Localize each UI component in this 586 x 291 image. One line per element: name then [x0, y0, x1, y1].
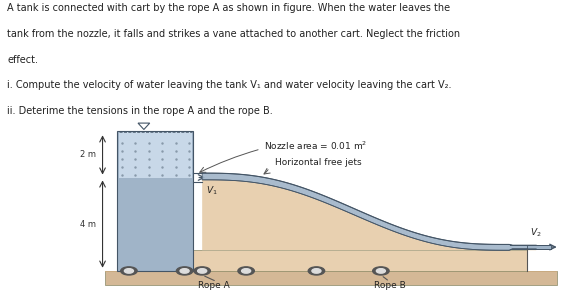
Circle shape — [194, 267, 210, 275]
Text: 4 m: 4 m — [80, 220, 96, 228]
Circle shape — [197, 269, 207, 273]
Text: ii. Deterime the tensions in the rope A and the rope B.: ii. Deterime the tensions in the rope A … — [7, 106, 272, 116]
Circle shape — [308, 267, 325, 275]
Text: i. Compute the velocity of water leaving the tank V₁ and water velocity leaving : i. Compute the velocity of water leaving… — [7, 80, 452, 90]
Text: $V_2$: $V_2$ — [530, 226, 542, 239]
Bar — [527, 245, 551, 249]
Polygon shape — [202, 180, 536, 250]
Circle shape — [124, 269, 134, 273]
Circle shape — [373, 267, 389, 275]
Text: Horizontal free jets: Horizontal free jets — [275, 159, 362, 167]
Circle shape — [180, 269, 189, 273]
Text: 2 m: 2 m — [80, 150, 96, 159]
Text: effect.: effect. — [7, 55, 38, 65]
Circle shape — [376, 269, 386, 273]
Bar — [105, 271, 557, 272]
Bar — [119, 132, 192, 178]
Bar — [105, 271, 557, 285]
Circle shape — [312, 269, 321, 273]
Text: $V_1$: $V_1$ — [206, 185, 218, 197]
Circle shape — [176, 267, 193, 275]
Text: Rope A: Rope A — [198, 281, 230, 290]
Bar — [117, 131, 193, 271]
Circle shape — [121, 267, 137, 275]
Text: Nozzle area = 0.01 m$^2$: Nozzle area = 0.01 m$^2$ — [264, 139, 367, 152]
Polygon shape — [202, 173, 536, 250]
Text: tank from the nozzle, it falls and strikes a vane attached to another cart. Negl: tank from the nozzle, it falls and strik… — [7, 29, 460, 39]
Bar — [193, 250, 527, 271]
Circle shape — [241, 269, 251, 273]
Text: A tank is connected with cart by the rope A as shown in figure. When the water l: A tank is connected with cart by the rop… — [7, 3, 450, 13]
Circle shape — [238, 267, 254, 275]
Text: Rope B: Rope B — [374, 281, 406, 290]
